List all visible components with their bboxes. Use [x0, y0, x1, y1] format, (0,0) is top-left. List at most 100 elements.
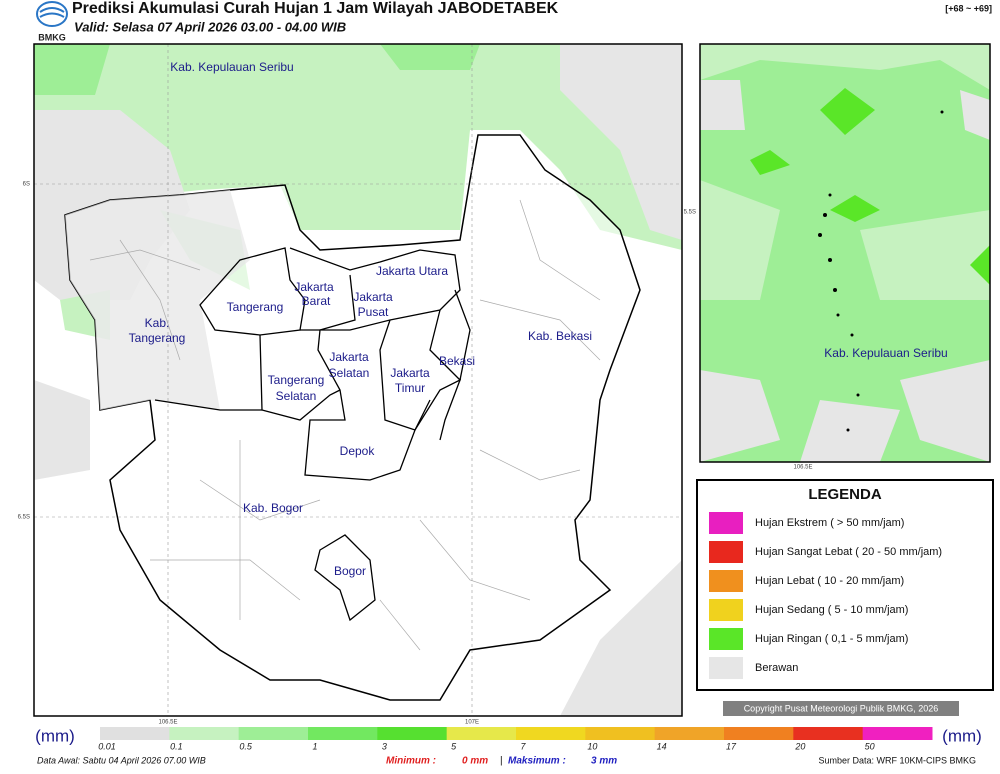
rain-light — [700, 44, 990, 90]
region-label: Barat — [302, 294, 331, 308]
region-label: Jakarta Utara — [376, 264, 448, 278]
island — [818, 233, 822, 237]
unit-label: (mm) — [942, 726, 982, 745]
max-label: Maksimum : — [508, 756, 566, 767]
cloudy-area — [560, 560, 682, 716]
region-label: Kab. Bekasi — [528, 329, 592, 343]
region-label: Jakarta — [390, 366, 430, 380]
region-label: Tangerang — [268, 373, 325, 387]
island — [940, 110, 944, 114]
main-map-frame — [33, 43, 683, 717]
colorbar-segment — [516, 727, 586, 740]
colorbar-tick-label: 3 — [382, 741, 387, 751]
region-label: Kab. Kepulauan Seribu — [170, 60, 293, 74]
colorbar-tick-label: 14 — [657, 741, 667, 751]
cloudy-area — [65, 190, 250, 410]
legend-label: Hujan Sedang ( 5 - 10 mm/jam) — [755, 604, 908, 616]
island — [828, 193, 832, 197]
legend-title: LEGENDA — [808, 486, 882, 503]
colorbar-segment — [724, 727, 794, 740]
cloudy-area — [34, 380, 90, 480]
region-label: Timur — [395, 381, 425, 395]
min-value: 0 mm — [462, 756, 488, 767]
colorbar-segment — [793, 727, 864, 740]
legend-box — [696, 479, 994, 691]
region-label: Pusat — [358, 305, 389, 319]
legend-swatch — [709, 512, 743, 534]
rain-light — [700, 180, 990, 300]
colorbar-tick-label: 20 — [794, 741, 805, 751]
island — [856, 393, 860, 397]
region-label: Bogor — [334, 564, 366, 578]
copyright-bg — [723, 701, 959, 716]
boundary — [379, 319, 462, 441]
main-map: Kab. Kepulauan Seribu Jakarta Utara Jaka… — [34, 44, 682, 716]
cloudy-area — [560, 44, 682, 240]
logo: BMKG — [36, 1, 68, 42]
legend-swatch — [709, 570, 743, 592]
copyright: Copyright Pusat Meteorologi Publik BMKG,… — [744, 703, 939, 713]
rain-light-green — [34, 44, 480, 95]
island — [850, 333, 854, 337]
unit-label: (mm) — [35, 726, 75, 745]
island — [846, 428, 850, 432]
region-label: Depok — [340, 444, 376, 458]
legend-label: Hujan Ringan ( 0,1 - 5 mm/jam) — [755, 633, 908, 645]
grid-label: 6S — [23, 182, 30, 188]
colorbar-tick-label: 7 — [520, 741, 526, 751]
rain-light — [34, 44, 682, 250]
graticule — [34, 44, 682, 716]
grid-label: 5.5S — [684, 210, 696, 216]
boundary — [259, 334, 341, 421]
grid-label: 107E — [465, 720, 479, 726]
boundary — [314, 534, 376, 622]
boundary — [304, 274, 431, 481]
colorbar-tick-label: 50 — [865, 741, 875, 751]
district-lines — [89, 199, 601, 651]
grid-label: 106.5E — [158, 720, 177, 726]
min-label: Minimum : — [386, 756, 436, 767]
colorbar-tick-label: 0.1 — [170, 741, 183, 751]
colorbar-segment — [654, 727, 725, 740]
data-awal: Data Awal: Sabtu 04 April 2026 07.00 WIB — [37, 755, 206, 765]
region-label: Tangerang — [129, 331, 186, 345]
inset-frame — [699, 43, 991, 463]
range: [+68 ~ +69] — [945, 3, 992, 13]
cloudy-area — [700, 360, 990, 462]
colorbar-tick-label: 5 — [451, 741, 457, 751]
colorbar-tick-label: 0.01 — [98, 741, 116, 751]
colorbar-segment — [100, 727, 170, 740]
logo-text: BMKG — [38, 32, 66, 42]
region-label: Bekasi — [439, 354, 475, 368]
colorbar-tick-label: 0.5 — [239, 741, 253, 751]
title: Prediksi Akumulasi Curah Hujan 1 Jam Wil… — [72, 0, 559, 17]
colorbar-segment — [862, 727, 933, 740]
region-label: Jakarta — [294, 280, 334, 294]
region-label: Kab. Kepulauan Seribu — [824, 346, 947, 360]
island — [828, 258, 832, 262]
grid-label: 106.5E — [793, 465, 812, 471]
islands — [818, 110, 944, 432]
logo-waves — [39, 7, 65, 18]
inset-map: Kab. Kepulauan Seribu — [700, 44, 990, 462]
colorbar-segment — [377, 727, 448, 740]
colorbar-tick-label: 10 — [587, 741, 597, 751]
colorbar-segment — [585, 727, 656, 740]
boundary — [154, 289, 471, 411]
region-label: Selatan — [276, 389, 317, 403]
legend-label: Hujan Lebat ( 10 - 20 mm/jam) — [755, 575, 904, 587]
legend-label: Hujan Ekstrem ( > 50 mm/jam) — [755, 517, 904, 529]
island — [836, 313, 840, 317]
admin-boundaries — [154, 247, 471, 622]
legend-items: Hujan Ekstrem ( > 50 mm/jam) Hujan Sangat… — [709, 512, 942, 679]
legend-label: Berawan — [755, 662, 798, 674]
colorbar-tick-label: 17 — [726, 741, 737, 751]
legend-swatch — [709, 599, 743, 621]
island — [833, 288, 837, 292]
district-line — [89, 199, 601, 651]
region-label: Tangerang — [227, 300, 284, 314]
separator: | — [500, 756, 503, 767]
grid-label: 6.5S — [18, 515, 30, 521]
colorbar-segment — [169, 727, 240, 740]
